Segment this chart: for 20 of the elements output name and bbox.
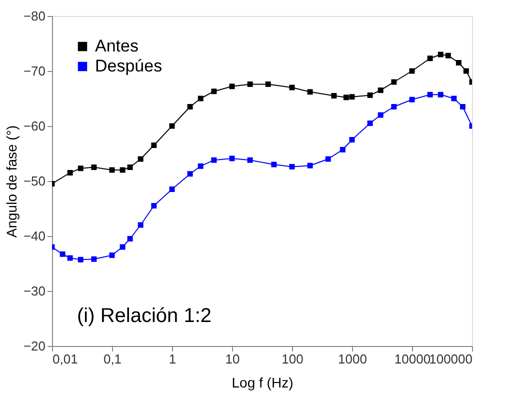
y-tick-label: −30 <box>23 284 46 298</box>
x-tick-label: 100 <box>282 352 304 366</box>
y-tick-label: −20 <box>23 338 46 354</box>
x-tick-label: 0,01 <box>52 352 78 366</box>
x-tick-label: 10 <box>225 352 240 366</box>
legend-label: Despúes <box>95 56 162 76</box>
x-tick-label: 1000 <box>338 352 367 366</box>
y-tick-label: −70 <box>23 64 46 78</box>
annotation: (i) Relación 1:2 <box>77 305 212 327</box>
legend-label: Antes <box>95 36 138 56</box>
x-tick-label: 0,1 <box>103 352 122 366</box>
x-axis-title: Log f (Hz) <box>232 374 294 390</box>
y-axis-title: Angulo de fase (°) <box>3 125 20 238</box>
x-tick-label: 10000 <box>394 352 431 366</box>
y-tick-label: −80 <box>23 8 46 24</box>
y-tick-label: −60 <box>23 118 46 134</box>
x-tick-label: 100000 <box>429 352 472 366</box>
x-tick-label: 1 <box>168 352 176 366</box>
y-tick-label: −40 <box>23 228 46 244</box>
y-tick-label: −50 <box>23 174 46 188</box>
